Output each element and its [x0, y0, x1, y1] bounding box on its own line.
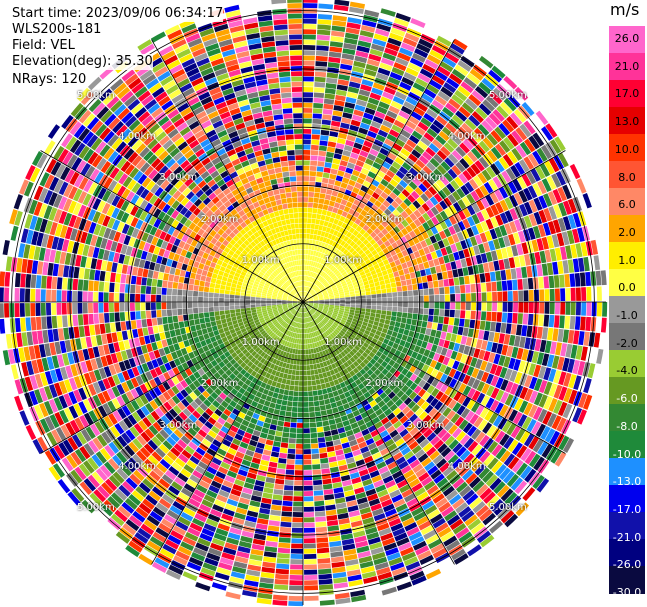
- ring-label: 1.00km: [241, 337, 280, 349]
- azimuth-line: [302, 39, 455, 303]
- colorbar-swatch: [609, 269, 645, 297]
- colorbar-tick-label: 10.0: [614, 142, 640, 156]
- colorbar-swatch: [609, 539, 645, 567]
- ring-label: 4.00km: [447, 460, 486, 472]
- ring-label: 5.00km: [76, 502, 115, 513]
- colorbar-tick-label: 13.0: [614, 115, 640, 129]
- ring-label: 2.00km: [365, 378, 404, 390]
- colorbar-swatch: [609, 485, 645, 513]
- colorbar-tick-label: 26.0: [614, 32, 640, 45]
- colorbar-tick-label: -1.0: [616, 309, 638, 322]
- colorbar-tick-label: 17.0: [614, 87, 640, 101]
- colorbar-swatch: [609, 242, 645, 270]
- ring-label: 1.00km: [324, 337, 362, 349]
- colorbar-tick-label: -30.0: [612, 586, 642, 599]
- colorbar-tick-label: 21.0: [614, 59, 640, 73]
- ring-label: 5.00km: [489, 89, 527, 101]
- colorbar-tick-label: 0.0: [618, 281, 636, 295]
- colorbar-swatch: [609, 161, 645, 189]
- colorbar-tick-label: -21.0: [612, 530, 642, 544]
- colorbar-swatch: [609, 26, 645, 54]
- ring-label: 2.00km: [200, 213, 239, 225]
- colorbar-tick-label: -13.0: [612, 475, 642, 489]
- colorbar-tick-label: 2.0: [618, 225, 636, 239]
- ring-label: 4.00km: [118, 131, 156, 143]
- ring-label: 5.00km: [489, 502, 527, 513]
- colorbar-swatch: [609, 377, 645, 405]
- colorbar-swatch: [609, 566, 645, 594]
- ring-label: 3.00km: [159, 172, 198, 184]
- nrays-label: NRays: 120: [12, 72, 87, 88]
- colorbar-swatch: [609, 107, 645, 135]
- colorbar-swatch: [609, 323, 645, 351]
- colorbar-tick-label: 8.0: [618, 170, 636, 184]
- colorbar-swatch: [609, 404, 645, 432]
- ring-label: 1.00km: [241, 254, 280, 266]
- instrument-label: WLS200s-181: [12, 22, 102, 38]
- azimuth-line: [40, 301, 304, 454]
- colorbar-tick-label: 1.0: [618, 253, 636, 267]
- colorbar-title: m/s: [610, 0, 640, 19]
- azimuth-line: [302, 301, 566, 454]
- ring-label: 1.00km: [324, 254, 362, 266]
- colorbar-swatch: [609, 512, 645, 540]
- colorbar-tick-label: -26.0: [612, 558, 642, 572]
- azimuth-line: [151, 301, 304, 565]
- ring-label: 2.00km: [365, 213, 404, 225]
- colorbar-swatch: [609, 134, 645, 162]
- ring-label: 4.00km: [447, 131, 486, 143]
- colorbar-swatch: [609, 458, 645, 486]
- ring-label: 5.00km: [76, 89, 115, 101]
- azimuth-line: [302, 301, 455, 565]
- ring-label: 3.00km: [406, 419, 445, 431]
- start-time-label: Start time: 2023/09/06 06:34:17: [12, 6, 224, 22]
- colorbar-swatch: [609, 80, 645, 108]
- colorbar-tick-label: -17.0: [612, 502, 642, 516]
- ring-label: 2.00km: [200, 378, 239, 390]
- colorbar-swatch: [609, 215, 645, 243]
- ring-label: 3.00km: [406, 172, 445, 184]
- elevation-label: Elevation(deg): 35.30: [12, 54, 153, 70]
- colorbar-swatch: [609, 188, 645, 216]
- azimuth-line: [302, 150, 566, 303]
- colorbar-tick-label: -2.0: [616, 336, 638, 350]
- ring-label: 4.00km: [118, 460, 156, 472]
- azimuth-line: [151, 39, 304, 303]
- colorbar-swatch: [609, 53, 645, 81]
- field-label: Field: VEL: [12, 38, 75, 54]
- colorbar-swatch: [609, 431, 645, 459]
- ring-label: 3.00km: [159, 419, 198, 431]
- colorbar-tick-label: -6.0: [616, 392, 638, 406]
- azimuth-line: [40, 150, 304, 303]
- colorbar-swatch: [609, 296, 645, 324]
- colorbar-tick-label: -8.0: [616, 419, 638, 433]
- colorbar-swatch: [609, 350, 645, 378]
- colorbar-tick-label: -10.0: [612, 447, 642, 461]
- colorbar-tick-label: -4.0: [616, 364, 638, 378]
- colorbar-tick-label: 6.0: [618, 198, 636, 212]
